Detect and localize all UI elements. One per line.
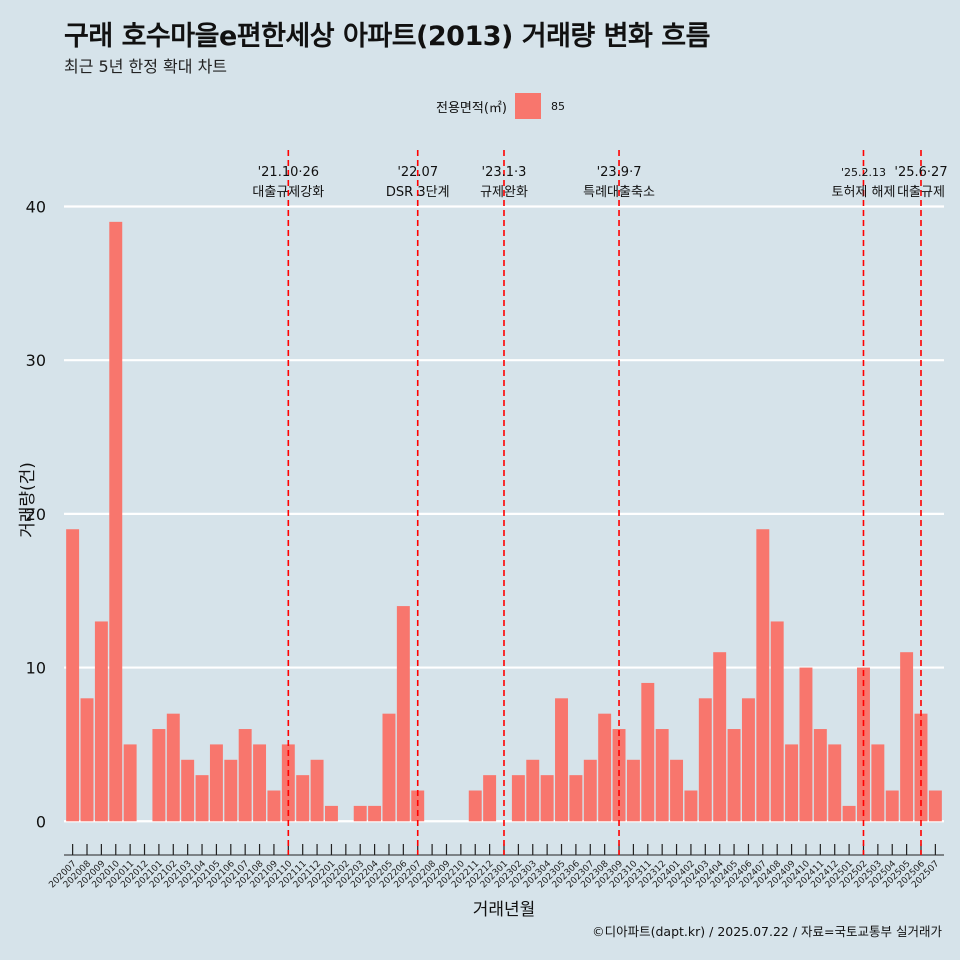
source-caption: ©디아파트(dapt.kr) / 2025.07.22 / 자료=국토교통부 실… (592, 924, 942, 939)
bar (267, 790, 281, 822)
event-label: 특례대출축소 (583, 185, 655, 200)
legend-item-label: 85 (550, 99, 565, 113)
bar (109, 221, 123, 822)
bar (655, 729, 669, 822)
bar (842, 805, 856, 822)
event-label: 규제완화 (480, 185, 528, 200)
y-tick-label: 20 (26, 505, 46, 524)
bar (353, 805, 367, 822)
y-tick-label: 40 (26, 197, 46, 216)
bar (511, 775, 525, 822)
bar (310, 759, 324, 822)
bar (382, 713, 396, 822)
bar (555, 698, 568, 822)
bar (785, 744, 799, 822)
bar (698, 698, 712, 822)
bar (756, 529, 770, 822)
event-label: 대출규제강화 (252, 185, 324, 200)
bar (80, 698, 94, 822)
bar (885, 790, 899, 822)
bar (526, 759, 540, 822)
event-label: 대출규제 (897, 185, 945, 200)
event-date-label: '21.10·26 (258, 165, 319, 180)
legend-swatch (514, 93, 541, 119)
bar (540, 775, 554, 822)
bar (123, 744, 137, 822)
bar (670, 759, 684, 822)
event-label: DSR 3단계 (386, 185, 450, 200)
event-date-label: '25.2.13 (841, 166, 886, 179)
bar (598, 713, 612, 822)
bar (396, 606, 410, 822)
bar (166, 713, 180, 822)
bar (900, 652, 914, 822)
y-axis-title: 거래량(건) (18, 462, 38, 538)
bar (928, 790, 942, 822)
event-date-label: '22.07 (397, 165, 438, 180)
bar (368, 805, 382, 822)
bar (238, 729, 252, 822)
bar (296, 775, 310, 822)
bar (727, 729, 741, 822)
y-tick-label: 0 (36, 812, 46, 831)
bar (713, 652, 727, 822)
bar (66, 529, 80, 822)
bar (684, 790, 698, 822)
bar (224, 759, 238, 822)
bar (181, 759, 195, 822)
bar (483, 775, 497, 822)
bar (828, 744, 842, 822)
bar (741, 698, 755, 822)
bar (914, 713, 928, 822)
event-date-label: '23.9·7 (597, 165, 642, 180)
bar (468, 790, 482, 822)
bar (641, 682, 655, 822)
event-date-label: '25.6·27 (894, 165, 947, 180)
chart-title: 구래 호수마을e편한세상 아파트(2013) 거래량 변화 흐름 (64, 21, 710, 52)
bar (253, 744, 267, 822)
y-tick-label: 10 (26, 659, 46, 678)
bar (94, 621, 108, 822)
bar (195, 775, 209, 822)
bar (813, 729, 827, 822)
bar (152, 729, 166, 822)
bar (871, 744, 885, 822)
bar (209, 744, 223, 822)
event-date-label: '23.1·3 (482, 165, 527, 180)
bar (583, 759, 597, 822)
legend-title: 전용면적(㎡) (436, 100, 507, 116)
legend: 전용면적(㎡) 85 (436, 93, 565, 119)
x-axis-title: 거래년월 (473, 900, 536, 920)
bar (626, 759, 640, 822)
y-tick-label: 30 (26, 351, 46, 370)
bar (770, 621, 784, 822)
event-label: 토허제 해제 (832, 185, 896, 200)
bar (569, 775, 583, 822)
bar (799, 667, 813, 822)
bar (324, 805, 338, 822)
chart-subtitle: 최근 5년 한정 확대 차트 (64, 57, 228, 76)
